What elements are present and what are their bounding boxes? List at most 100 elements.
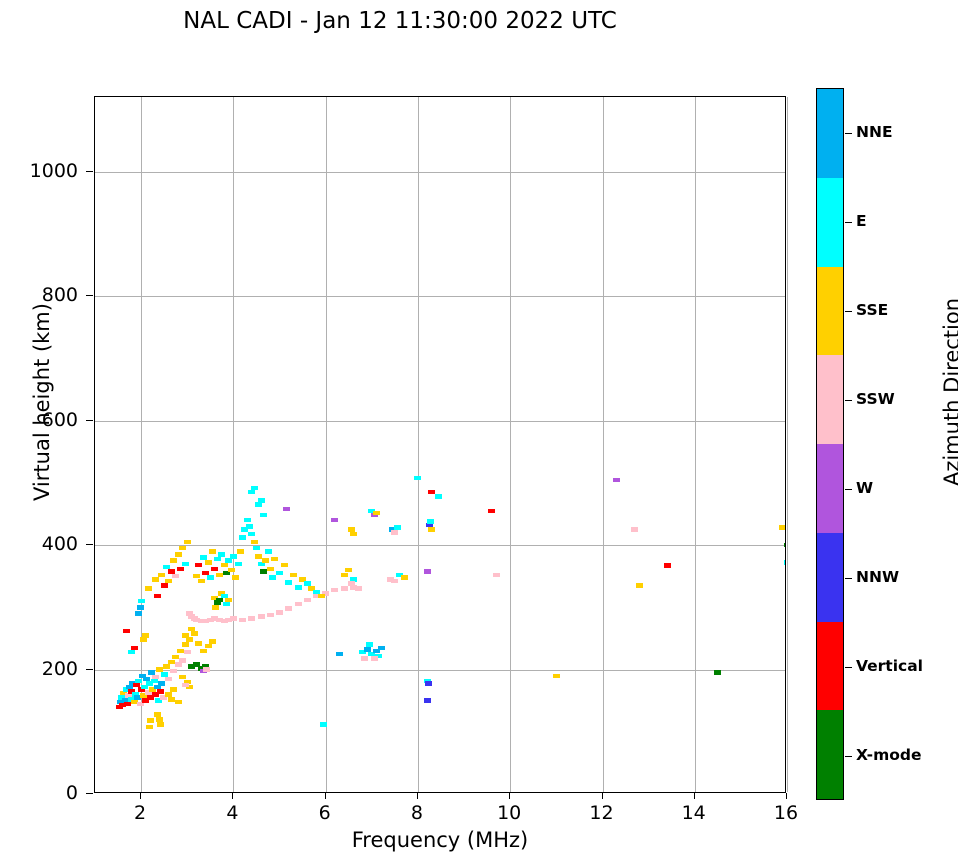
echo-pixel — [150, 678, 158, 683]
echo-pixel — [213, 600, 221, 605]
echo-pixel — [488, 508, 496, 514]
echo-pixel — [331, 587, 339, 593]
echo-pixel — [169, 668, 177, 673]
colorbar-segment-ssw — [817, 355, 843, 444]
echo-pixel — [349, 585, 357, 590]
echo-pixel — [552, 673, 560, 678]
echo-pixel — [204, 643, 212, 649]
echo-pixel — [174, 552, 182, 557]
echo-pixel — [157, 689, 164, 694]
echo-pixel — [253, 545, 260, 551]
echo-pixel — [225, 617, 233, 622]
echo-pixel — [197, 666, 205, 671]
echo-pixel — [165, 578, 173, 584]
echo-pixel — [259, 569, 267, 574]
colorbar-label-vertical: Vertical — [856, 656, 923, 675]
echo-pixel — [308, 586, 316, 591]
echo-pixel — [155, 698, 163, 703]
x-axis-tick — [232, 793, 234, 799]
echo-pixel — [229, 616, 237, 621]
echo-pixel — [143, 676, 151, 682]
echo-pixel — [202, 570, 210, 576]
echo-pixel — [169, 558, 177, 563]
colorbar-segment-nnw — [817, 532, 843, 622]
echo-pixel — [142, 698, 150, 703]
echo-pixel — [153, 712, 161, 717]
echo-pixel — [255, 554, 263, 559]
echo-pixel — [195, 641, 203, 646]
echo-pixel — [144, 690, 152, 695]
echo-pixel — [156, 667, 164, 672]
echo-pixel — [266, 612, 274, 617]
echo-pixel — [225, 597, 233, 603]
echo-pixel — [331, 517, 339, 523]
echo-pixel — [209, 639, 217, 644]
gridline-vertical — [141, 97, 143, 792]
echo-pixel — [181, 642, 189, 647]
echo-pixel — [136, 605, 144, 610]
x-axis-tick-label: 4 — [226, 802, 239, 824]
echo-pixel — [257, 614, 265, 619]
echo-pixel — [234, 561, 242, 566]
x-axis-tick-label: 6 — [318, 802, 331, 824]
echo-pixel — [428, 527, 436, 532]
echo-pixel — [262, 558, 270, 563]
echo-pixel — [202, 664, 210, 669]
echo-pixel — [236, 549, 244, 554]
echo-pixel — [368, 651, 376, 657]
echo-pixel — [370, 512, 378, 518]
echo-pixel — [186, 684, 194, 690]
echo-pixel — [193, 662, 200, 667]
echo-pixel — [124, 693, 132, 698]
echo-pixel — [294, 601, 302, 607]
echo-pixel — [492, 572, 500, 578]
echo-pixel — [212, 605, 220, 610]
colorbar-segment-w — [817, 444, 843, 533]
echo-pixel — [427, 519, 435, 524]
echo-pixel — [248, 616, 256, 621]
x-axis-tick — [509, 793, 511, 799]
y-axis-tick-label: 0 — [65, 782, 78, 804]
echo-pixel — [118, 695, 126, 700]
echo-pixel — [259, 512, 267, 518]
echo-pixel — [368, 508, 376, 514]
echo-pixel — [183, 649, 191, 655]
echo-pixel — [149, 687, 157, 692]
echo-pixel — [135, 611, 143, 616]
echo-pixel — [203, 667, 211, 672]
echo-pixel — [400, 575, 408, 580]
echo-pixel — [188, 626, 196, 632]
echo-pixel — [141, 684, 149, 690]
echo-pixel — [176, 648, 184, 654]
echo-pixel — [195, 562, 203, 568]
echo-pixel — [391, 530, 399, 535]
echo-pixel — [303, 581, 311, 586]
echo-pixel — [223, 570, 230, 576]
echo-pixel — [136, 701, 144, 706]
x-axis-tick — [140, 793, 142, 799]
echo-pixel — [243, 517, 251, 523]
plot-gridlines — [95, 97, 788, 792]
echo-pixel — [299, 577, 307, 582]
colorbar-segment-x-mode — [817, 710, 843, 799]
gridline-horizontal — [95, 420, 785, 422]
x-axis-tick — [601, 793, 603, 799]
echo-pixel — [276, 570, 283, 576]
echo-pixel — [423, 678, 431, 683]
echo-pixel — [220, 618, 228, 624]
page-title: NAL CADI - Jan 12 11:30:00 2022 UTC — [183, 8, 617, 34]
colorbar-segment-e — [817, 177, 843, 267]
echo-pixel — [133, 682, 140, 688]
y-axis-tick — [86, 295, 93, 297]
echo-pixel — [139, 693, 147, 698]
echo-pixel — [139, 637, 147, 642]
echo-pixel — [197, 578, 205, 584]
echo-pixel — [283, 506, 290, 512]
x-axis-tick-label: 10 — [497, 802, 522, 824]
colorbar-label-nnw: NNW — [856, 567, 900, 586]
echo-pixel — [132, 692, 140, 697]
echo-scatter-layer — [95, 97, 785, 792]
echo-pixel — [349, 577, 357, 582]
x-axis-title: Frequency (MHz) — [351, 828, 529, 852]
echo-pixel — [377, 645, 385, 650]
